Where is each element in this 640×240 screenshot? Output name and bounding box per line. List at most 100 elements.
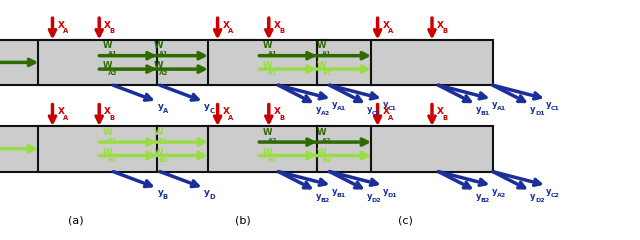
Text: C2: C2 [551,193,560,198]
Text: X: X [437,21,444,30]
Text: B1: B1 [159,138,168,143]
Text: X: X [104,21,111,30]
Text: A1: A1 [337,106,346,111]
Text: D2: D2 [372,198,381,203]
Bar [0,126,113,172]
Bar [371,126,493,172]
Text: y: y [546,187,552,196]
Bar [157,126,278,172]
Text: B1: B1 [268,71,277,76]
Text: B1: B1 [322,71,332,76]
Text: W: W [262,128,272,137]
Text: A2: A2 [322,138,332,143]
Text: D: D [209,194,215,200]
Text: B: B [163,194,168,200]
Bar [0,40,113,85]
Text: X: X [274,21,281,30]
Text: B: B [279,115,284,121]
Text: y: y [530,105,536,114]
Text: A: A [228,28,233,34]
Text: A1: A1 [108,51,117,56]
Text: y: y [476,105,481,114]
Text: W: W [154,61,163,70]
Text: A1: A1 [497,106,506,111]
Text: A2: A2 [159,71,168,76]
Text: W: W [317,128,326,137]
Text: A2: A2 [108,71,117,76]
Text: y: y [492,187,497,196]
Text: W: W [154,41,163,50]
Text: X: X [223,21,230,30]
Text: A: A [388,115,393,121]
Text: W: W [102,41,112,50]
Text: B1: B1 [481,111,490,116]
Text: y: y [157,188,163,197]
Text: C2: C2 [372,111,381,116]
Text: B: B [442,115,447,121]
Text: B2: B2 [481,198,490,203]
Text: B: B [279,28,284,34]
Text: X: X [274,107,281,116]
Text: A1: A1 [268,51,277,56]
Text: B2: B2 [321,198,330,203]
Text: W: W [262,61,272,70]
Text: y: y [204,188,210,197]
Text: y: y [332,187,337,196]
Text: C1: C1 [551,106,560,111]
Bar [317,40,438,85]
Text: C1: C1 [388,106,397,111]
Bar [38,40,160,85]
Text: y: y [492,100,497,109]
Bar [157,40,278,85]
Text: B2: B2 [159,158,168,163]
Text: A: A [228,115,233,121]
Text: B: B [442,28,447,34]
Text: y: y [367,105,372,114]
Text: y: y [157,102,163,111]
Text: A: A [63,115,68,121]
Text: A: A [63,28,68,34]
Bar [38,126,160,172]
Text: B: B [109,28,115,34]
Text: y: y [316,192,321,201]
Bar [371,40,493,85]
Text: B2: B2 [108,158,117,163]
Text: B1: B1 [108,138,117,143]
Text: D2: D2 [535,198,545,203]
Text: W: W [317,41,326,50]
Text: A1: A1 [322,51,332,56]
Text: y: y [476,192,481,201]
Text: y: y [316,105,321,114]
Text: X: X [223,107,230,116]
Text: A2: A2 [321,111,330,116]
Bar [208,40,330,85]
Text: W: W [102,128,112,137]
Text: X: X [104,107,111,116]
Text: X: X [383,21,390,30]
Text: y: y [367,192,372,201]
Text: B2: B2 [268,158,277,163]
Bar [317,126,438,172]
Text: W: W [317,148,326,157]
Text: W: W [102,148,112,157]
Text: X: X [383,107,390,116]
Text: y: y [546,100,552,109]
Text: A1: A1 [159,51,168,56]
Text: W: W [102,61,112,70]
Text: D1: D1 [535,111,545,116]
Text: C: C [209,108,214,114]
Text: W: W [154,148,163,157]
Text: A2: A2 [497,193,506,198]
Text: y: y [332,100,337,109]
Text: y: y [383,100,388,109]
Text: X: X [437,107,444,116]
Text: y: y [383,187,388,196]
Text: A: A [163,108,168,114]
Text: y: y [530,192,536,201]
Text: W: W [317,61,326,70]
Text: (c): (c) [397,216,413,226]
Text: B2: B2 [322,158,332,163]
Text: W: W [262,148,272,157]
Text: W: W [262,41,272,50]
Text: X: X [58,107,65,116]
